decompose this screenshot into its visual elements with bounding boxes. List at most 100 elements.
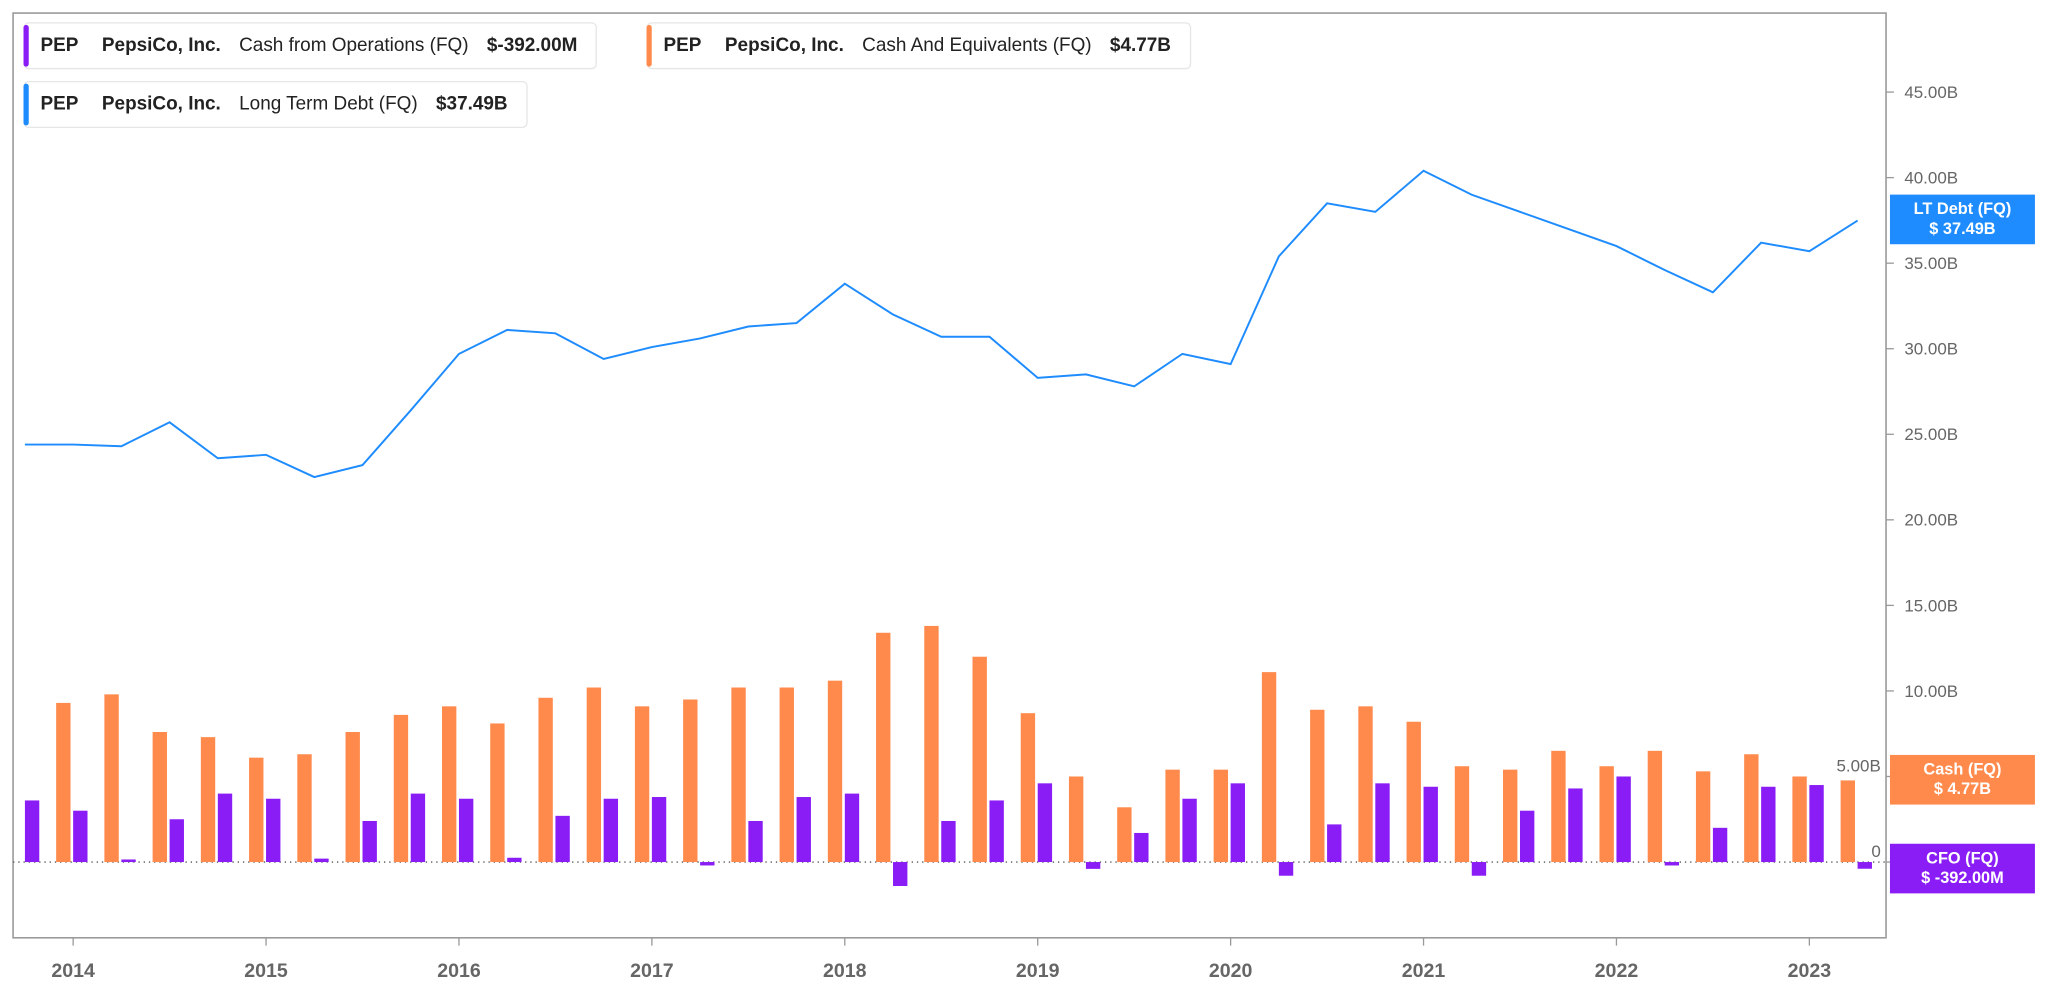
bar-cfo bbox=[1857, 862, 1872, 869]
legend-item-cfo[interactable]: PEP PepsiCo, Inc. Cash from Operations (… bbox=[23, 22, 597, 70]
bar-cfo bbox=[555, 815, 570, 863]
bar-cfo bbox=[1616, 776, 1631, 863]
tag-value: $ 4.77B bbox=[1933, 779, 1992, 799]
bar-cash bbox=[731, 687, 746, 863]
bar-cash bbox=[1744, 754, 1759, 863]
bar-cash bbox=[200, 737, 216, 863]
bar-cash bbox=[1599, 766, 1614, 863]
x-tick-label: 2021 bbox=[1402, 960, 1446, 982]
bar-cash bbox=[1020, 713, 1036, 863]
x-tick-label: 2017 bbox=[630, 960, 674, 982]
bar-cfo bbox=[266, 798, 281, 863]
x-tick-label: 2022 bbox=[1595, 960, 1639, 982]
last-value-tag-cfo: CFO (FQ) $ -392.00M bbox=[1889, 843, 2035, 894]
legend-company: PepsiCo, Inc. bbox=[724, 35, 844, 57]
bar-cash bbox=[490, 723, 505, 863]
bar-cfo bbox=[1423, 786, 1438, 863]
bar-cfo bbox=[603, 798, 619, 863]
bar-cash bbox=[634, 706, 650, 863]
bar-cfo bbox=[1519, 810, 1535, 863]
y-tick-label: 30.00B bbox=[1904, 340, 1958, 359]
bar-cash bbox=[152, 732, 167, 863]
legend-item-ltdebt[interactable]: PEP PepsiCo, Inc. Long Term Debt (FQ) $3… bbox=[23, 80, 528, 128]
bar-cash bbox=[441, 706, 457, 863]
bar-cfo bbox=[893, 862, 908, 886]
bar-cash bbox=[1358, 706, 1373, 863]
bar-cfo bbox=[1278, 862, 1294, 876]
bar-cash bbox=[56, 702, 71, 863]
bar-cfo bbox=[1664, 862, 1680, 866]
tag-value: $ 37.49B bbox=[1929, 219, 1996, 238]
y-tick-label: 40.00B bbox=[1904, 169, 1958, 188]
x-tick-label: 2014 bbox=[51, 960, 95, 982]
bar-cfo bbox=[121, 859, 136, 863]
bar-cfo bbox=[651, 797, 667, 863]
legend-color-cfo bbox=[23, 24, 29, 67]
bar-cash bbox=[1165, 769, 1180, 863]
bar-cash bbox=[393, 714, 409, 863]
y-tick-label: 10.00B bbox=[1904, 682, 1958, 701]
bar-cash bbox=[1261, 672, 1277, 863]
legend-ticker: PEP bbox=[663, 35, 702, 57]
legend-ticker: PEP bbox=[40, 94, 79, 115]
bar-cfo bbox=[217, 793, 233, 863]
y-tick-label: 25.00B bbox=[1904, 425, 1958, 444]
bar-cfo bbox=[1134, 832, 1149, 863]
bar-cash bbox=[1310, 709, 1325, 863]
bar-cash bbox=[924, 625, 939, 863]
bar-cfo bbox=[169, 819, 184, 863]
bar-cash bbox=[345, 732, 360, 863]
bar-cash bbox=[1647, 750, 1663, 863]
bar-cfo bbox=[1471, 862, 1487, 876]
legend-item-cash[interactable]: PEP PepsiCo, Inc. Cash And Equivalents (… bbox=[646, 22, 1191, 70]
x-tick-label: 2016 bbox=[437, 960, 481, 982]
bar-cfo bbox=[24, 800, 40, 863]
bar-cash bbox=[249, 757, 264, 863]
y-tick-label: 20.00B bbox=[1904, 511, 1958, 530]
bar-cash bbox=[1551, 750, 1566, 863]
bar-cfo bbox=[73, 810, 88, 863]
legend-value: $-392.00M bbox=[486, 35, 578, 57]
bar-cash bbox=[1792, 776, 1807, 863]
legend-metric: Cash And Equivalents (FQ) bbox=[862, 35, 1092, 57]
y-tick-label: 0 bbox=[1871, 842, 1880, 861]
bar-cfo bbox=[1085, 862, 1101, 869]
bar-cfo bbox=[796, 797, 811, 863]
y-tick-label: 45.00B bbox=[1904, 83, 1958, 102]
line-lt-debt bbox=[24, 169, 1859, 479]
bar-cash bbox=[1068, 776, 1084, 863]
bar-cfo bbox=[1761, 786, 1776, 863]
x-tick-label: 2019 bbox=[1016, 960, 1060, 982]
legend-color-ltdebt bbox=[23, 83, 29, 126]
legend-metric: Cash from Operations (FQ) bbox=[239, 35, 469, 57]
bar-cfo bbox=[700, 862, 715, 866]
bar-cash bbox=[538, 697, 553, 863]
x-tick-label: 2023 bbox=[1788, 960, 1832, 982]
bar-cash bbox=[104, 694, 119, 863]
tag-label: LT Debt (FQ) bbox=[1913, 199, 2012, 219]
bar-cfo bbox=[1230, 783, 1245, 863]
bar-cash bbox=[1695, 771, 1711, 863]
y-tick-label: 35.00B bbox=[1904, 254, 1958, 273]
tag-value: $ -392.00M bbox=[1921, 868, 2004, 887]
x-tick-label: 2015 bbox=[244, 960, 288, 982]
bar-cash bbox=[779, 687, 794, 863]
bar-cfo bbox=[941, 820, 956, 863]
bar-cfo bbox=[362, 820, 377, 863]
x-tick-label: 2018 bbox=[823, 960, 867, 982]
bar-cfo bbox=[989, 800, 1004, 863]
bar-cfo bbox=[844, 793, 860, 863]
legend-ticker: PEP bbox=[40, 35, 79, 57]
legend-company: PepsiCo, Inc. bbox=[101, 35, 221, 57]
y-tick-label: 5.00B bbox=[1836, 756, 1880, 775]
bar-cash bbox=[1454, 766, 1470, 863]
bar-cash bbox=[1117, 807, 1132, 863]
bar-cash bbox=[827, 680, 843, 863]
bar-cfo bbox=[410, 793, 426, 863]
legend-color-cash bbox=[646, 24, 652, 67]
legend-company: PepsiCo, Inc. bbox=[101, 94, 221, 115]
bar-cash bbox=[1406, 721, 1421, 863]
x-tick-label: 2020 bbox=[1209, 960, 1253, 982]
